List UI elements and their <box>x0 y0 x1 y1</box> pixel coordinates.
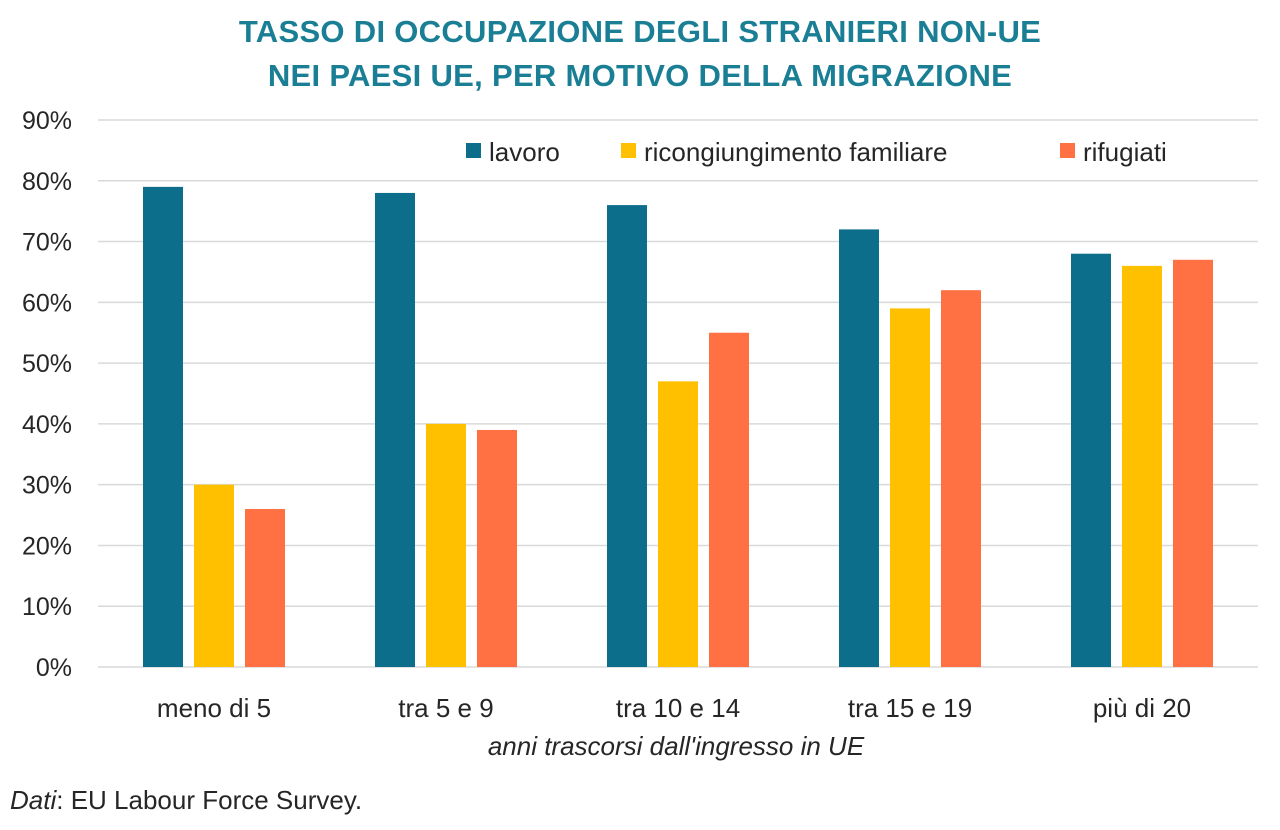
bar-rifugiati-0 <box>245 508 285 667</box>
source-prefix: Dati <box>10 785 57 815</box>
y-tick-label: 80% <box>22 168 72 196</box>
x-tick-label: tra 15 e 19 <box>848 693 972 723</box>
bar-ricongiungimento-4 <box>1122 265 1162 667</box>
x-axis-ticks: meno di 5 tra 5 e 9 tra 10 e 14 tra 15 e 19… <box>157 693 1191 723</box>
bar-lavoro-4 <box>1071 253 1111 667</box>
x-axis-label: anni trascorsi dall'ingresso in UE <box>488 731 865 761</box>
x-tick-label: tra 10 e 14 <box>616 693 740 723</box>
legend-swatch <box>466 143 481 158</box>
chart-title: TASSO DI OCCUPAZIONE DEGLI STRANIERI NON… <box>0 10 1280 98</box>
legend-label: ricongiungimento familiare <box>644 137 947 167</box>
chart-title-line-1: TASSO DI OCCUPAZIONE DEGLI STRANIERI NON… <box>238 14 1042 49</box>
source-text: : EU Labour Force Survey. <box>56 785 363 815</box>
y-tick-label: 60% <box>22 289 72 317</box>
y-tick-label: 30% <box>22 472 72 500</box>
bar-lavoro-3 <box>839 229 879 667</box>
y-tick-label: 40% <box>22 411 72 439</box>
legend-swatch <box>1060 143 1075 158</box>
bar-rifugiati-3 <box>941 290 981 667</box>
x-tick-label: tra 5 e 9 <box>398 693 493 723</box>
bar-lavoro-2 <box>607 205 647 668</box>
bar-lavoro-1 <box>375 192 415 667</box>
bar-rifugiati-1 <box>477 429 517 667</box>
bar-ricongiungimento-0 <box>194 484 234 667</box>
y-tick-label: 90% <box>22 107 72 135</box>
legend: lavoro ricongiungimento familiare rifugiat… <box>466 137 1167 167</box>
bars <box>143 186 1213 668</box>
bar-rifugiati-4 <box>1173 259 1213 667</box>
x-tick-label: meno di 5 <box>157 693 271 723</box>
legend-swatch <box>621 143 636 158</box>
bar-lavoro-0 <box>143 186 183 667</box>
y-tick-label: 0% <box>36 654 72 682</box>
bar-ricongiungimento-2 <box>658 381 698 667</box>
bar-rifugiati-2 <box>709 332 749 667</box>
x-tick-label: più di 20 <box>1093 693 1191 723</box>
bar-ricongiungimento-1 <box>426 423 466 667</box>
legend-label: lavoro <box>489 137 560 167</box>
bar-ricongiungimento-3 <box>890 308 930 667</box>
legend-label: rifugiati <box>1083 137 1167 167</box>
y-tick-label: 70% <box>22 229 72 257</box>
chart-title-line-2: NEI PAESI UE, PER MOTIVO DELLA MIGRAZION… <box>267 58 1013 93</box>
y-tick-label: 20% <box>22 532 72 560</box>
y-tick-label: 10% <box>22 593 72 621</box>
y-axis-ticks: 0% 10% 20% 30% 40% 50% 60% 70% 80% 90% <box>22 107 72 682</box>
source-note: Dati: EU Labour Force Survey. <box>10 785 362 816</box>
y-tick-label: 50% <box>22 350 72 378</box>
